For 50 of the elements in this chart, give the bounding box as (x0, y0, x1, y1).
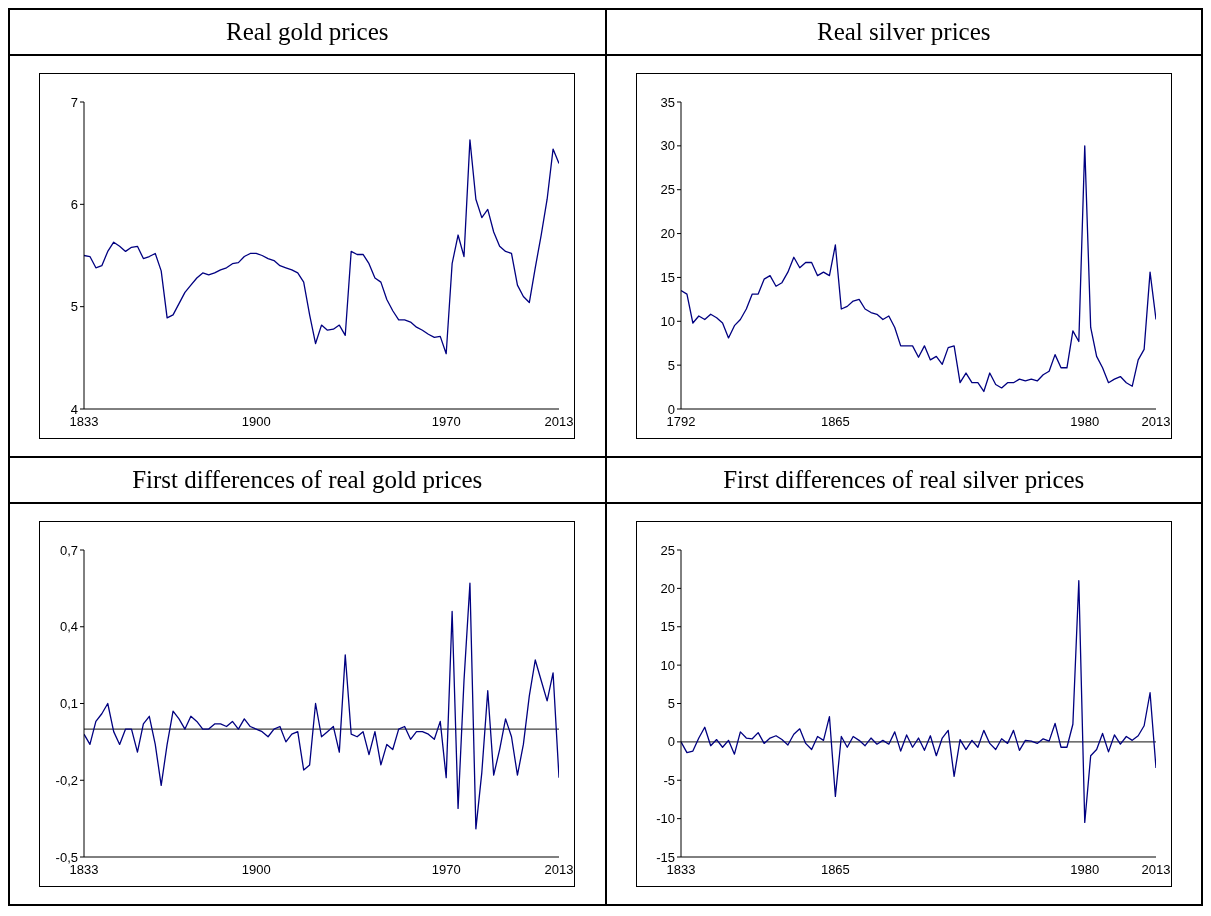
line-series (84, 139, 560, 355)
y-tick-label: 5 (667, 357, 675, 373)
y-tick-label: 35 (660, 94, 675, 110)
x-tick-label: 1833 (666, 862, 696, 878)
x-tick-label: 1833 (69, 414, 99, 430)
y-tick-label: 6 (71, 196, 79, 212)
x-tick-label: 1980 (1070, 414, 1099, 430)
y-tick-label: 4 (71, 401, 79, 417)
x-tick-label: 1833 (69, 862, 99, 878)
x-tick-label: 1970 (431, 862, 461, 878)
chart-title: First differences of real silver prices (605, 457, 1202, 503)
x-tick-label: 1980 (1070, 862, 1099, 878)
y-tick-label: 15 (660, 619, 675, 635)
y-tick-label: -0,2 (55, 772, 79, 788)
y-tick-label: 10 (660, 313, 675, 329)
x-tick-label: 1900 (241, 414, 271, 430)
chart-title: Real gold prices (9, 9, 606, 55)
y-tick-label: 0,1 (60, 696, 79, 712)
x-tick-label: 2013 (1141, 414, 1171, 430)
y-tick-label: 15 (660, 270, 675, 286)
y-tick-label: 25 (660, 542, 675, 558)
y-tick-label: 20 (660, 580, 675, 596)
x-tick-label: 2013 (544, 414, 574, 430)
y-tick-label: 0,7 (60, 542, 79, 558)
y-tick-label: 10 (660, 657, 675, 673)
y-tick-label: 0 (667, 401, 675, 417)
y-tick-label: -0,5 (55, 849, 79, 865)
y-tick-label: 20 (660, 226, 675, 242)
line-series (680, 145, 1156, 393)
y-tick-label: 7 (71, 94, 79, 110)
y-tick-label: 5 (667, 696, 675, 712)
y-tick-label: -15 (655, 849, 675, 865)
x-tick-label: 1865 (820, 862, 850, 878)
chart-title: First differences of real gold prices (9, 457, 606, 503)
chart-title: Real silver prices (605, 9, 1202, 55)
y-tick-label: 0 (667, 734, 675, 750)
x-tick-label: 1900 (241, 862, 271, 878)
y-tick-label: -10 (655, 811, 675, 827)
x-tick-label: 1865 (820, 414, 850, 430)
line-series (680, 580, 1156, 824)
x-tick-label: 2013 (544, 862, 574, 878)
x-tick-label: 2013 (1141, 862, 1171, 878)
x-tick-label: 1792 (666, 414, 696, 430)
y-tick-label: 30 (660, 138, 675, 154)
line-series (84, 582, 560, 830)
y-tick-label: -5 (663, 772, 675, 788)
y-tick-label: 5 (71, 299, 79, 315)
y-tick-label: 0,4 (60, 619, 79, 635)
y-tick-label: 25 (660, 182, 675, 198)
x-tick-label: 1970 (431, 414, 461, 430)
